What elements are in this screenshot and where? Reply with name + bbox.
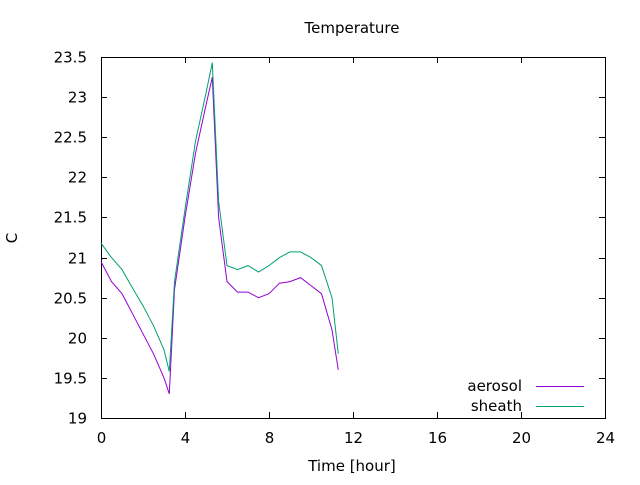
y-tick-label: 21.5 <box>54 209 87 227</box>
y-tick-label: 21 <box>68 250 87 268</box>
x-tick-label: 8 <box>265 429 275 447</box>
y-tick-label: 22.5 <box>54 129 87 147</box>
x-tick-label: 20 <box>512 429 531 447</box>
x-tick-label: 0 <box>97 429 107 447</box>
x-tick-label: 12 <box>344 429 363 447</box>
y-tick-label: 20.5 <box>54 290 87 308</box>
chart-title: Temperature <box>303 19 399 37</box>
y-tick-label: 19 <box>68 410 87 428</box>
y-tick-label: 22 <box>68 169 87 187</box>
x-axis-label: Time [hour] <box>307 457 396 475</box>
axis-ticks: 0 4 8 12 16 20 24 19 19.5 20 20.5 21 21.5 22 22.5 23 23.… <box>54 49 615 448</box>
y-tick-label: 19.5 <box>54 370 87 388</box>
chart-legend: aerosol sheath <box>467 377 584 415</box>
y-tick-label: 23 <box>68 89 87 107</box>
series-lines <box>100 62 339 395</box>
x-tick-label: 16 <box>428 429 447 447</box>
series-line-aerosol <box>100 76 339 395</box>
plot-area-frame <box>101 57 606 419</box>
y-axis-label: C <box>3 233 21 243</box>
x-tick-label: 4 <box>181 429 191 447</box>
legend-label-aerosol: aerosol <box>467 377 522 395</box>
x-tick-label: 24 <box>596 429 615 447</box>
legend-label-sheath: sheath <box>471 397 522 415</box>
y-tick-label: 23.5 <box>54 49 87 67</box>
y-tick-label: 20 <box>68 330 87 348</box>
series-line-sheath <box>100 62 339 372</box>
